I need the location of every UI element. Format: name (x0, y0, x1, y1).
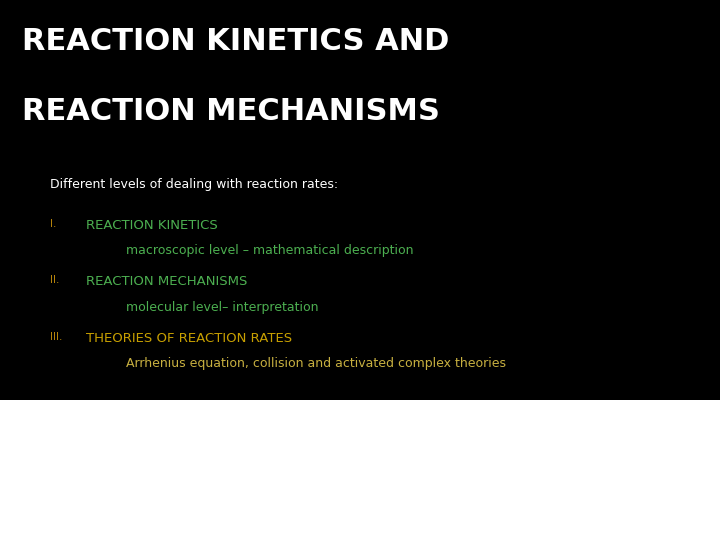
Text: II.: II. (50, 275, 60, 286)
Text: Arrhenius equation, collision and activated complex theories: Arrhenius equation, collision and activa… (126, 357, 506, 370)
Text: REACTION MECHANISMS: REACTION MECHANISMS (86, 275, 248, 288)
Text: REACTION KINETICS: REACTION KINETICS (86, 219, 218, 232)
Text: molecular level– interpretation: molecular level– interpretation (126, 301, 318, 314)
Text: Different levels of dealing with reaction rates:: Different levels of dealing with reactio… (50, 178, 338, 191)
Text: I.: I. (50, 219, 57, 229)
Text: REACTION KINETICS AND: REACTION KINETICS AND (22, 27, 449, 56)
FancyBboxPatch shape (0, 0, 720, 400)
Text: THEORIES OF REACTION RATES: THEORIES OF REACTION RATES (86, 332, 292, 345)
Text: macroscopic level – mathematical description: macroscopic level – mathematical descrip… (126, 244, 413, 257)
Text: III.: III. (50, 332, 63, 342)
Text: REACTION MECHANISMS: REACTION MECHANISMS (22, 97, 439, 126)
